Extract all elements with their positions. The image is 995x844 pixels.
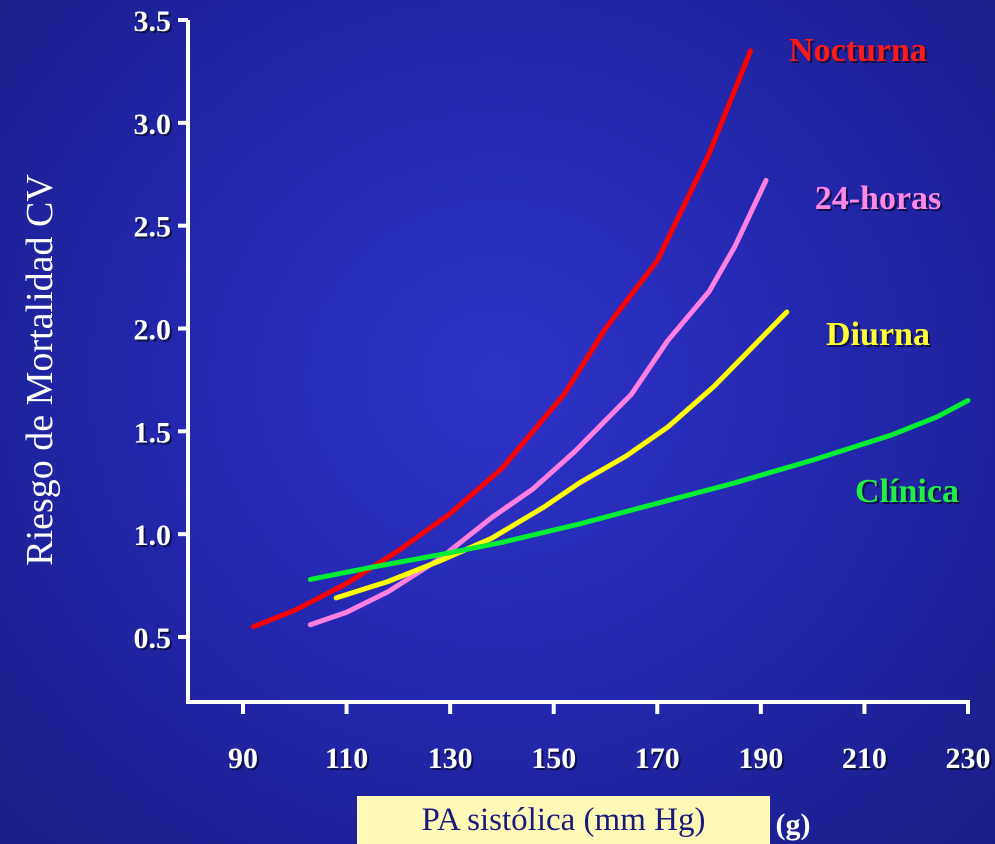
series-label-nocturna: Nocturna [789,32,927,69]
series-label-diurna: Diurna [826,316,930,353]
y-tick-label-shadow: 1.0 [136,521,174,554]
x-tick-label: 90 [228,742,258,775]
x-tick-label: 150 [531,742,576,775]
y-tick-label-shadow: 3.5 [136,7,174,40]
y-tick-label-shadow: 3.0 [136,110,174,143]
y-tick-label: 2.0 [134,314,172,347]
x-tick-label-shadow: 210 [844,744,889,777]
x-axis-label-fragment: (g) [776,808,811,841]
y-tick-label: 3.5 [134,5,172,38]
x-tick-label: 110 [325,742,368,775]
x-tick-label-shadow: 230 [948,744,993,777]
x-tick-label-shadow: 110 [327,744,370,777]
y-tick-label-shadow: 2.0 [136,316,174,349]
y-tick-label: 1.0 [134,519,172,552]
x-tick-label-shadow: 90 [230,744,260,777]
series-label-shadow: Nocturna [791,34,929,71]
series-label-shadow: 24-horas [817,182,944,219]
x-tick-label: 130 [428,742,473,775]
x-axis-label: PA sistólica (mm Hg) [357,796,770,844]
x-tick-label: 230 [946,742,991,775]
y-tick-label-shadow: 1.5 [136,418,174,451]
series-line-nocturna [250,48,753,630]
x-tick-label-shadow: 130 [430,744,475,777]
x-tick-label-shadow: 150 [533,744,578,777]
y-axis-ticks: 0.50.51.01.01.51.52.02.02.52.53.03.03.53… [134,5,188,657]
series-label-24-horas: 24-horas [815,180,942,217]
y-tick-label-shadow: 0.5 [136,624,174,657]
series-label-shadow: Diurna [828,318,932,355]
y-tick-label-shadow: 2.5 [136,213,174,246]
x-tick-label-shadow: 170 [637,744,682,777]
series-line-24-horas [307,177,769,628]
y-tick-label: 0.5 [134,622,172,655]
series-label-cl-nica: Clínica [855,473,959,510]
x-tick-label: 210 [842,742,887,775]
y-tick-label: 3.0 [134,108,172,141]
x-tick-label: 170 [635,742,680,775]
series-line-cl-nica [307,398,971,582]
y-tick-label: 1.5 [134,416,172,449]
series-label-shadow: Clínica [857,475,961,512]
y-tick-label: 2.5 [134,211,172,244]
series-line-diurna [333,309,790,601]
axes [186,20,970,704]
y-axis-label: Riesgo de Mortalidad CV [19,174,61,566]
x-tick-label-shadow: 190 [740,744,785,777]
series-lines [250,48,971,630]
series-labels: NocturnaNocturna24-horas24-horasDiurnaDi… [789,32,961,512]
x-tick-label: 190 [738,742,783,775]
